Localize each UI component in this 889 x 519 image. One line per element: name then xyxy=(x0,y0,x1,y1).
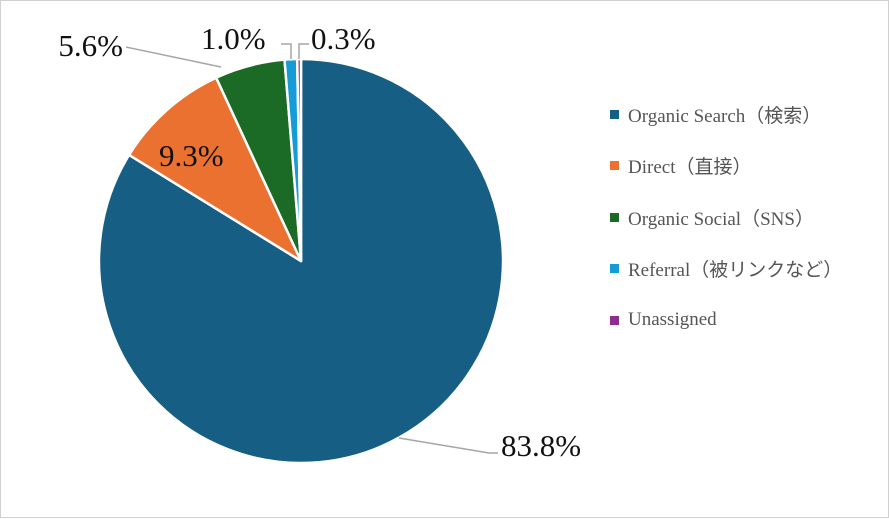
legend-label: Referral（被リンクなど） xyxy=(628,260,843,281)
label-unassigned: 0.3% xyxy=(311,21,376,56)
legend-swatch xyxy=(610,315,619,325)
label-organic-search: 83.8% xyxy=(501,428,581,463)
legend-label: Unassigned xyxy=(628,309,717,330)
slice-unassigned xyxy=(295,57,303,263)
leader-line xyxy=(398,437,498,454)
legend-item-organic-search: Organic Search（検索） xyxy=(610,101,842,127)
legend-item-unassigned: Unassigned xyxy=(610,307,842,333)
legend: Organic Search（検索） Direct（直接） Organic So… xyxy=(610,101,842,359)
legend-label: Direct（直接） xyxy=(628,157,752,178)
legend-item-referral: Referral（被リンクなど） xyxy=(610,256,842,282)
label-organic-social: 5.6% xyxy=(58,28,123,63)
label-referral: 1.0% xyxy=(201,21,266,56)
legend-swatch xyxy=(610,264,619,273)
legend-label: Organic Search（検索） xyxy=(628,105,822,127)
label-direct: 9.3% xyxy=(159,138,224,173)
leader-line xyxy=(281,43,292,59)
leader-line xyxy=(125,46,222,68)
leader-line xyxy=(298,43,309,59)
legend-item-organic-social: Organic Social（SNS） xyxy=(610,204,842,230)
legend-swatch xyxy=(610,161,619,170)
legend-swatch xyxy=(610,109,619,119)
legend-item-direct: Direct（直接） xyxy=(610,153,842,179)
legend-label: Organic Social（SNS） xyxy=(628,208,814,230)
slice-direct xyxy=(127,76,303,263)
legend-swatch xyxy=(610,212,619,222)
